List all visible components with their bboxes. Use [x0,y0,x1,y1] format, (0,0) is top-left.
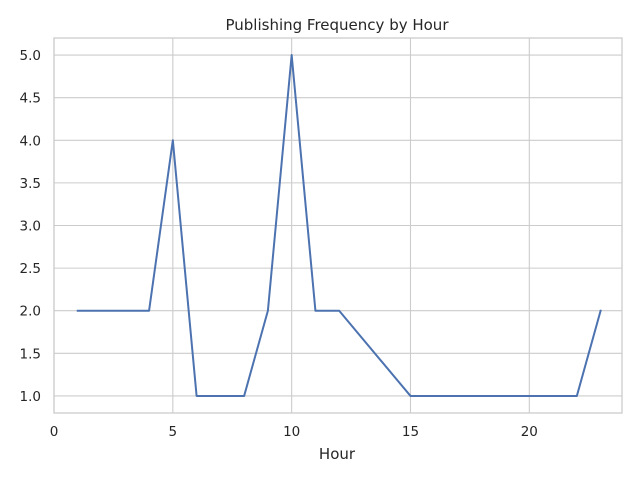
y-tick-label: 2.0 [20,304,41,320]
tick-labels: 0 5 10 15 20 1.0 1.5 2.0 2.5 3.0 3.5 4.0 4.5 5.0 [20,48,538,440]
series-layer [76,54,602,397]
x-tick-label: 10 [283,424,300,440]
y-tick-label: 4.0 [20,133,41,149]
chart-title: Publishing Frequency by Hour [226,16,450,34]
y-tick-label: 3.0 [20,219,41,235]
grid [53,38,622,413]
y-tick-label: 3.5 [20,176,41,192]
x-tick-label: 20 [521,424,538,440]
y-tick-label: 1.5 [20,346,41,362]
x-tick-label: 5 [169,424,178,440]
y-tick-label: 5.0 [20,48,41,64]
plot-frame [53,37,623,414]
y-tick-label: 2.5 [20,261,41,277]
x-tick-label: 0 [50,424,59,440]
x-tick-label: 15 [402,424,419,440]
series-line [76,54,602,397]
y-tick-label: 1.0 [20,389,41,405]
x-axis-label: Hour [319,445,356,463]
y-tick-label: 4.5 [20,91,41,107]
